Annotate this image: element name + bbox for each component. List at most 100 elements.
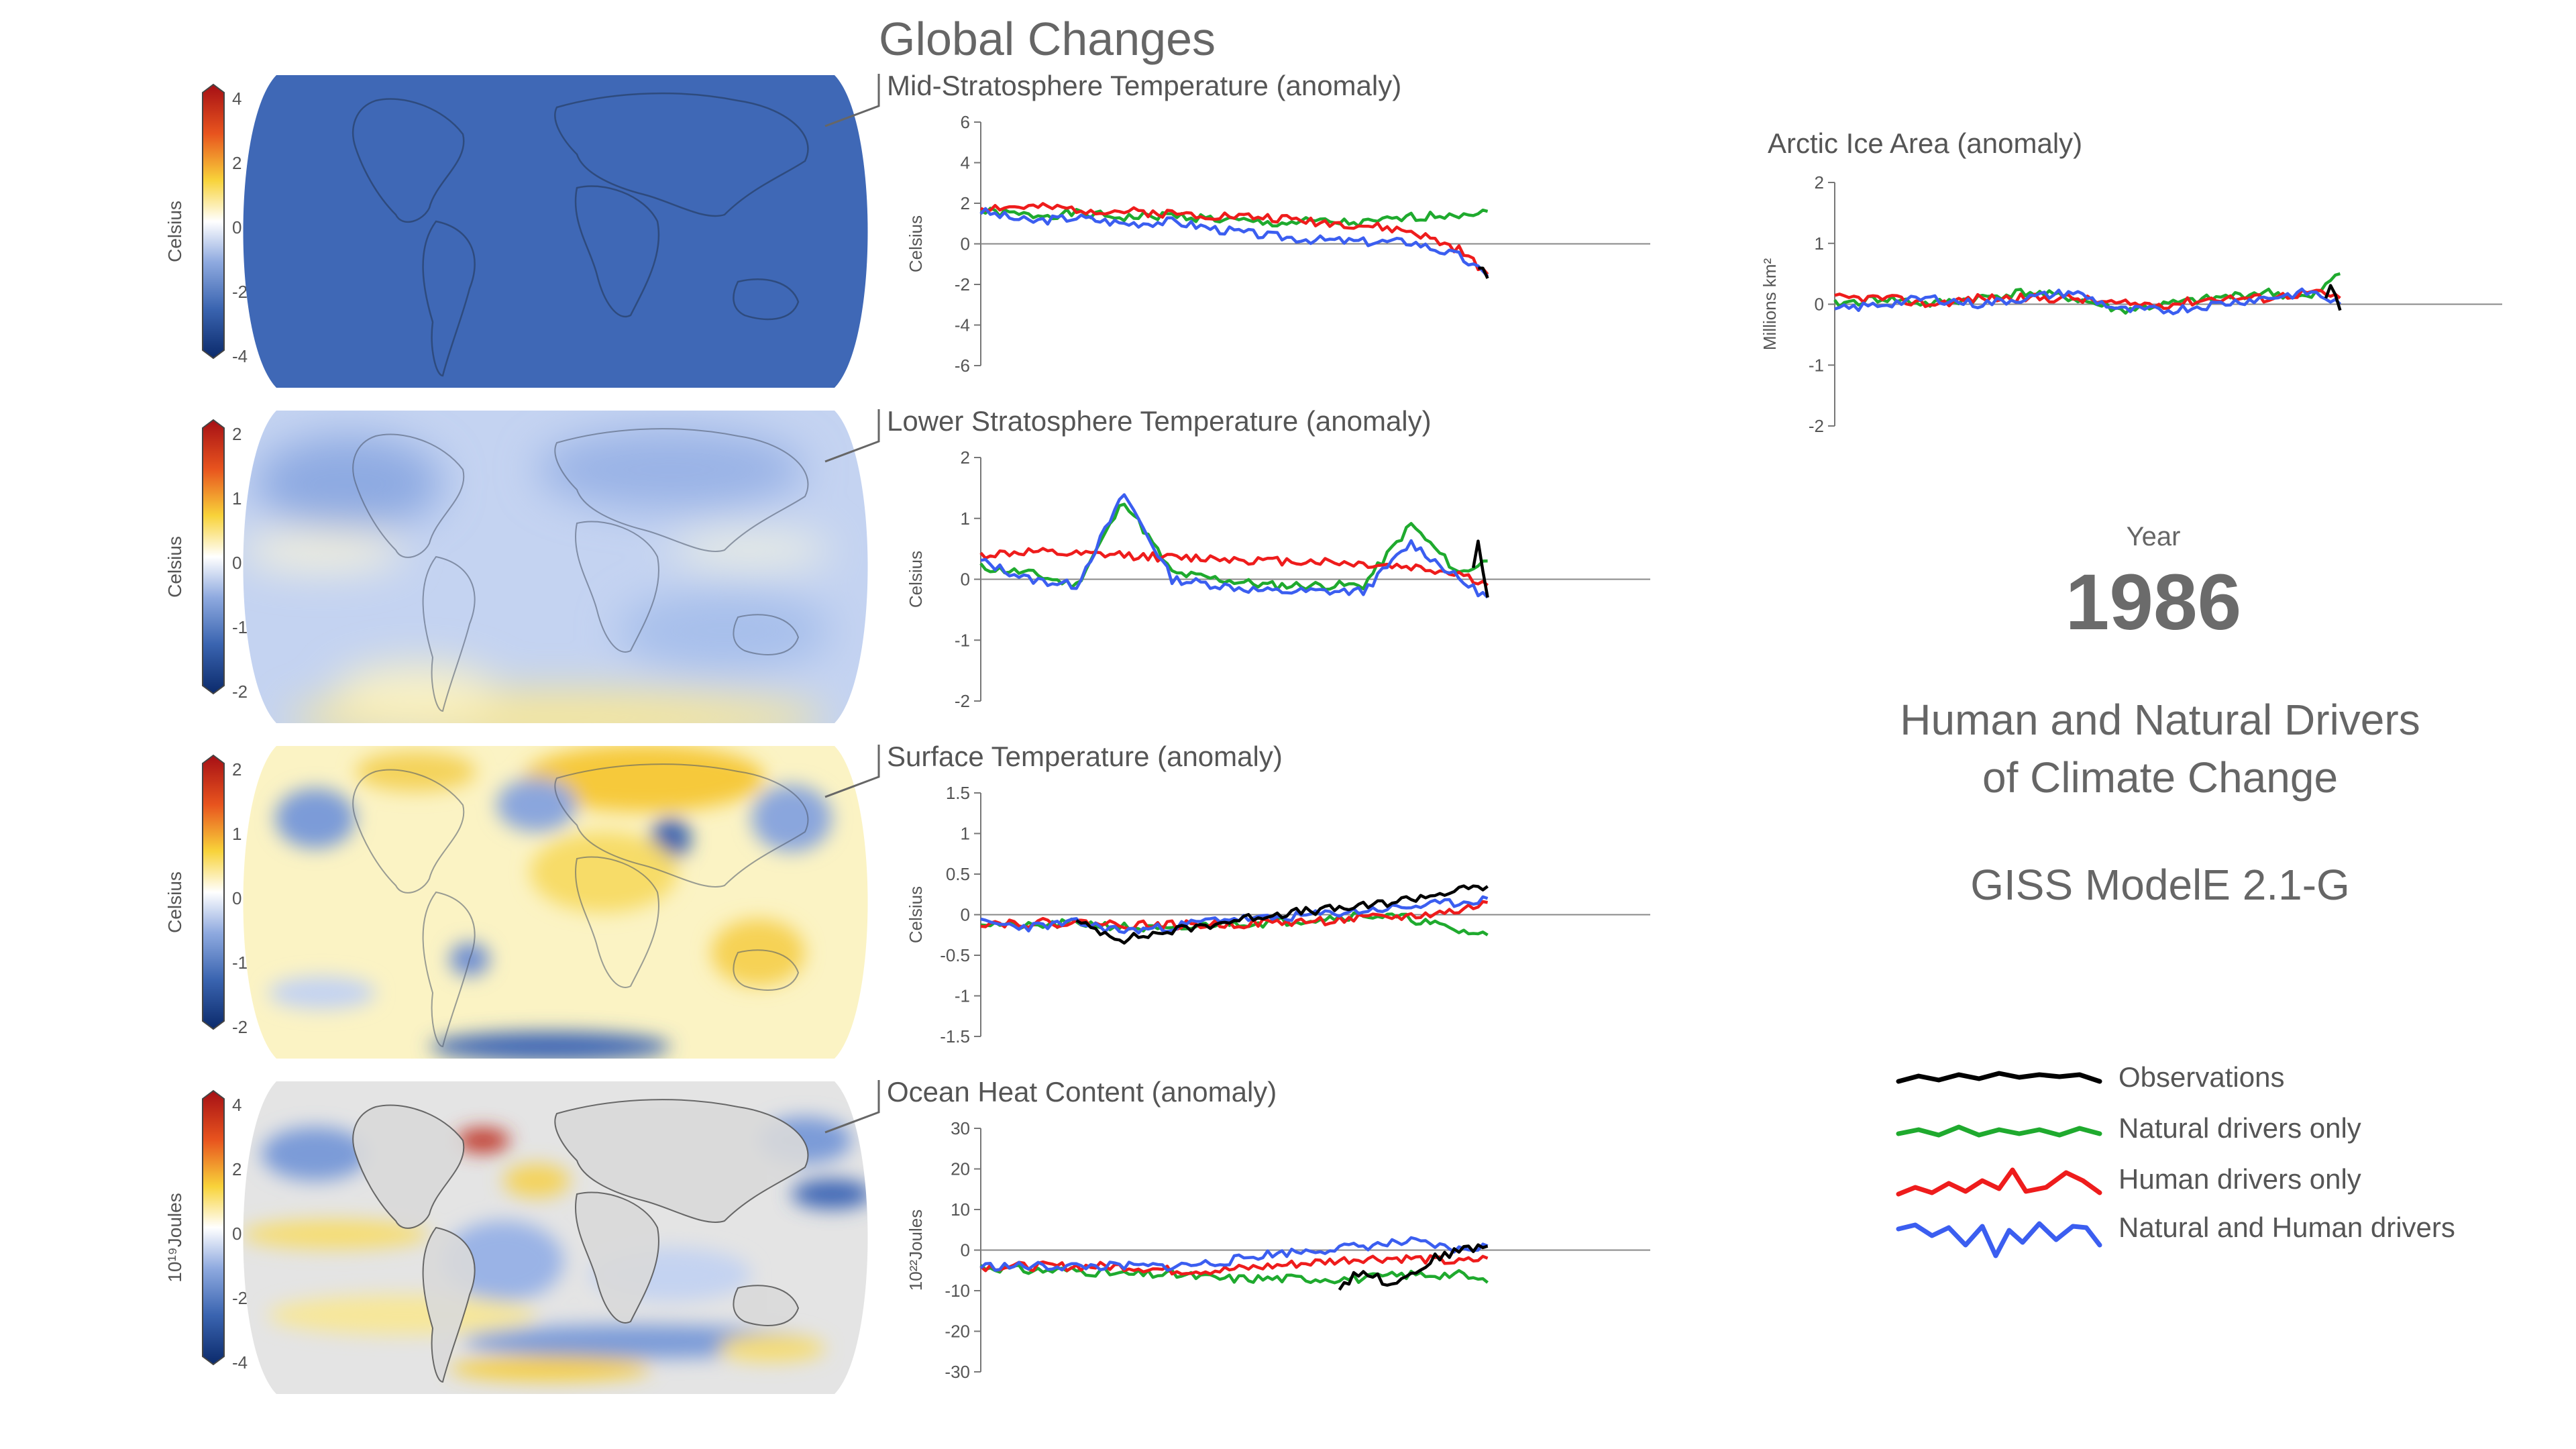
y-tick-label: 0 [961, 570, 970, 590]
series-line [980, 911, 1489, 936]
y-tick-label: -2 [1809, 416, 1824, 436]
world-map [243, 1081, 868, 1394]
legend-label-observations: Observations [2118, 1061, 2284, 1093]
chart-4: Arctic Ice Area (anomaly) 2 1 0 -1 -2 Millions… [1760, 127, 2502, 436]
legend-swatch-observations [1896, 1071, 2102, 1084]
world-map [243, 746, 868, 1059]
colorbar-unit-label: Celsius [164, 201, 185, 262]
colorbar-ticks: 4 2 0 -2 -4 [232, 89, 248, 366]
legend-label-human: Human drivers only [2118, 1163, 2361, 1195]
y-tick-label: 0 [961, 1240, 970, 1260]
legend-label-natural-human: Natural and Human drivers [2118, 1212, 2455, 1243]
colorbar-tick: 1 [232, 824, 241, 844]
y-tick-label: 20 [951, 1159, 970, 1179]
chart-3: Ocean Heat Content (anomaly) 30 20 10 0 -10 -2… [887, 1076, 1650, 1382]
colorbar [202, 83, 225, 360]
colorbar [202, 419, 225, 695]
colorbar-tick: -4 [232, 346, 248, 366]
series-line [979, 207, 1489, 278]
chart-2: Surface Temperature (anomaly) 1.5 1 0.5 0 -0.… [887, 741, 1650, 1046]
charts-layer: Mid-Stratosphere Temperature (anomaly) 6 4… [887, 70, 2502, 1382]
y-tick-label: 1 [961, 508, 970, 529]
series-line [2324, 284, 2342, 311]
y-tick-label: -4 [955, 315, 970, 335]
colorbar-unit-label: Celsius [164, 871, 185, 933]
chart-title: Lower Stratosphere Temperature (anomaly) [887, 405, 1432, 437]
y-tick-label: -1 [955, 630, 970, 650]
page-title: Global Changes [879, 13, 1216, 65]
year-label: Year [2126, 522, 2181, 551]
map-panel-surface-temperature: 2 1 0 -1 -2 Celsius [164, 746, 868, 1059]
legend: Observations Natural drivers only Human … [1896, 1061, 2455, 1258]
colorbar-tick: 0 [232, 553, 241, 573]
series-line [1833, 272, 2341, 315]
chart-0: Mid-Stratosphere Temperature (anomaly) 6 4… [887, 70, 1650, 376]
chart-1: Lower Stratosphere Temperature (anomaly)… [887, 405, 1650, 711]
y-tick-label: 2 [961, 193, 970, 213]
colorbar-tick: -1 [232, 953, 248, 973]
series-line [980, 900, 1489, 931]
y-axis-label: Celsius [906, 551, 926, 608]
legend-swatch-natural [1896, 1124, 2102, 1138]
y-tick-label: -6 [955, 356, 970, 376]
colorbar-tick: -2 [232, 282, 248, 302]
colorbar-unit-label: Celsius [164, 536, 185, 598]
colorbar-tick: 0 [232, 888, 241, 908]
chart-title: Surface Temperature (anomaly) [887, 741, 1283, 772]
y-tick-label: 1 [1815, 233, 1824, 254]
y-tick-label: 0 [961, 234, 970, 254]
y-tick-label: 0.5 [946, 864, 970, 884]
y-tick-label: -1.5 [940, 1026, 970, 1046]
colorbar-tick: -4 [232, 1352, 248, 1373]
series-line [979, 547, 1489, 587]
y-tick-label: -10 [945, 1281, 970, 1301]
y-axis-label: Millions km² [1760, 258, 1780, 351]
colorbar [202, 1089, 225, 1366]
y-axis-label: Celsius [906, 215, 926, 272]
colorbar-tick: 2 [232, 1159, 241, 1179]
y-tick-label: 1.5 [946, 783, 970, 803]
world-map [243, 411, 868, 723]
y-tick-label: 0 [961, 905, 970, 925]
map-panel-ocean-heat: 4 2 0 -2 -4 10¹⁹Joules [164, 1081, 868, 1394]
colorbar [202, 754, 225, 1030]
legend-label-natural: Natural drivers only [2118, 1112, 2361, 1144]
colorbar-tick: -2 [232, 1288, 248, 1308]
y-tick-label: 30 [951, 1118, 970, 1138]
y-tick-label: -30 [945, 1362, 970, 1382]
y-tick-label: -0.5 [940, 945, 970, 965]
map-panel-mid-stratosphere: 4 2 0 -2 -4 Celsius [164, 75, 868, 388]
connector-line [824, 409, 880, 463]
colorbar-tick: 2 [232, 153, 241, 173]
series-line [1834, 287, 2342, 315]
y-tick-label: 10 [951, 1199, 970, 1220]
colorbar-tick: -1 [232, 617, 248, 637]
y-tick-label: 4 [961, 153, 970, 173]
colorbar-tick: 4 [232, 89, 241, 109]
connector-line [824, 1080, 880, 1134]
connector-line [824, 745, 880, 798]
connector-line [824, 74, 880, 127]
y-tick-label: -1 [1809, 355, 1824, 375]
series-line [979, 502, 1488, 591]
series-line [979, 1236, 1489, 1272]
y-tick-label: 2 [1815, 172, 1824, 193]
series-line [980, 895, 1489, 934]
colorbar-tick: 2 [232, 759, 241, 780]
colorbar-tick: 1 [232, 488, 241, 508]
y-tick-label: -20 [945, 1322, 970, 1342]
colorbar-ticks: 2 1 0 -1 -2 [232, 759, 248, 1037]
series-line [1471, 539, 1489, 598]
colorbar-tick: 2 [232, 424, 241, 444]
y-tick-label: -2 [955, 274, 970, 294]
chart-title: Arctic Ice Area (anomaly) [1768, 127, 2082, 159]
caption-model: GISS ModelE 2.1-G [1970, 861, 2350, 909]
series-line [980, 493, 1489, 599]
map-panel-lower-stratosphere: 2 1 0 -1 -2 Celsius [164, 411, 868, 723]
legend-swatch-human [1896, 1167, 2102, 1197]
year-value: 1986 [2065, 558, 2242, 647]
y-tick-label: 2 [961, 447, 970, 468]
chart-title: Mid-Stratosphere Temperature (anomaly) [887, 70, 1401, 101]
series-line [1478, 266, 1489, 279]
